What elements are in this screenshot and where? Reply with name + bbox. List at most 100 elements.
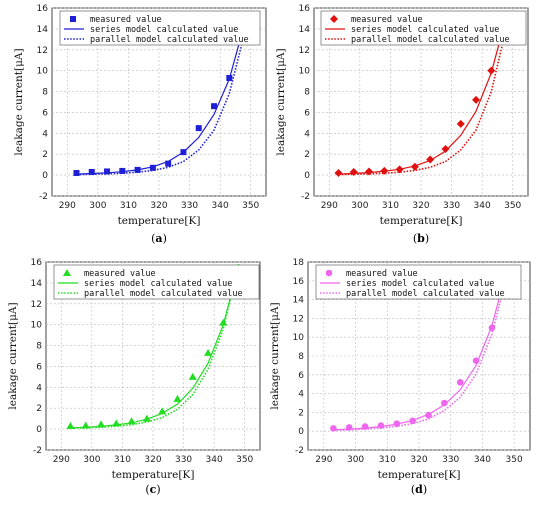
x-tick-label: 310: [379, 455, 396, 465]
legend-label: series model calculated value: [90, 25, 238, 35]
series-model-line: [76, 23, 246, 175]
x-tick-label: 300: [347, 455, 364, 465]
chart-panel-a: 290 300 310 320 330 340 350 -2 0 2 4 6 8 10 12 14 16 temp…: [13, 4, 267, 245]
x-tick-label: 350: [504, 201, 521, 211]
legend: [315, 264, 522, 300]
legend-label: measured value: [346, 269, 418, 279]
legend-label: parallel model calculated value: [84, 289, 243, 299]
y-tick-label: 14: [293, 296, 305, 306]
y-tick-label: 0: [36, 425, 42, 435]
y-tick-label: 8: [298, 352, 304, 362]
x-tick-label: 350: [506, 455, 523, 465]
y-tick-label: 4: [42, 129, 48, 139]
data-point: [104, 168, 111, 175]
y-tick-label: 10: [299, 67, 311, 77]
y-tick-label: 2: [304, 150, 310, 160]
y-tick-label: 0: [298, 427, 304, 437]
y-tick-label: 14: [299, 25, 311, 35]
y-tick-label: 6: [304, 108, 310, 118]
legend-label: parallel model calculated value: [346, 289, 505, 299]
data-point: [472, 95, 481, 104]
data-point: [330, 425, 337, 432]
x-tick-label: 340: [474, 201, 491, 211]
data-point: [456, 119, 465, 128]
y-tick-label: 18: [293, 258, 305, 268]
x-tick-label: 320: [412, 201, 429, 211]
x-tick-label: 290: [59, 201, 76, 211]
x-tick-label: 310: [382, 201, 399, 211]
parallel-model-line: [70, 263, 240, 430]
x-tick-label: 330: [175, 455, 192, 465]
data-point: [188, 372, 197, 380]
data-point: [211, 103, 218, 110]
y-tick-label: -2: [295, 446, 304, 456]
legend-label: measured value: [84, 269, 156, 279]
legend-label: parallel model calculated value: [90, 35, 249, 45]
legend-label: measured value: [90, 15, 162, 25]
parallel-model-line: [338, 26, 508, 176]
y-tick-label: -2: [301, 192, 310, 202]
y-axis-label: leakage current[μA]: [275, 48, 287, 155]
x-tick-label: 350: [242, 201, 259, 211]
y-tick-label: 16: [31, 258, 43, 268]
x-axis-label: temperature[K]: [112, 469, 195, 481]
y-tick-label: 6: [36, 362, 42, 372]
y-tick-label: 16: [293, 277, 305, 287]
y-tick-label: 6: [42, 108, 48, 118]
x-tick-label: 330: [442, 455, 459, 465]
chart-panel-d: 290 300 310 320 330 340 350 -2 0 2 4 6 8 10 12 14 16 18 te…: [269, 258, 531, 496]
panel-caption: (b): [413, 232, 429, 245]
y-tick-label: 12: [31, 300, 42, 310]
x-tick-label: 290: [315, 455, 332, 465]
y-tick-label: 8: [42, 88, 48, 98]
legend-label: series model calculated value: [346, 279, 494, 289]
panel-caption: (d): [411, 483, 427, 496]
series-model-line: [338, 15, 508, 175]
legend: [53, 264, 260, 300]
legend: [320, 10, 527, 46]
y-axis-label: leakage current[μA]: [13, 48, 25, 155]
y-axis-label: leakage current[μA]: [7, 302, 19, 409]
x-axis-label: temperature[K]: [118, 215, 201, 227]
x-tick-label: 300: [89, 201, 106, 211]
x-tick-label: 310: [120, 201, 137, 211]
y-tick-label: 4: [298, 390, 304, 400]
x-tick-label: 290: [53, 455, 70, 465]
y-tick-label: 14: [31, 279, 43, 289]
x-tick-label: 320: [144, 455, 161, 465]
data-point: [441, 399, 448, 407]
data-point: [456, 379, 464, 386]
x-axis-label: temperature[K]: [380, 215, 463, 227]
series-model-line: [70, 266, 240, 429]
x-tick-label: 320: [150, 201, 167, 211]
data-point: [441, 145, 450, 153]
x-tick-label: 300: [351, 201, 368, 211]
x-tick-label: 300: [83, 455, 100, 465]
data-point: [204, 348, 213, 356]
x-tick-label: 310: [114, 455, 131, 465]
y-tick-label: -2: [33, 446, 42, 456]
x-tick-label: 330: [181, 201, 198, 211]
x-tick-label: 330: [443, 201, 460, 211]
y-tick-label: 12: [299, 46, 310, 56]
x-tick-label: 320: [410, 455, 427, 465]
y-axis-label: leakage current[μA]: [269, 302, 281, 409]
data-point: [149, 164, 156, 171]
data-point: [73, 170, 80, 177]
y-tick-label: 0: [42, 171, 48, 181]
y-tick-label: 8: [36, 342, 42, 352]
x-tick-label: 340: [474, 455, 491, 465]
legend-label: parallel model calculated value: [351, 35, 510, 45]
y-tick-label: 16: [299, 4, 311, 14]
data-point: [173, 394, 182, 402]
y-tick-label: 14: [37, 25, 49, 35]
y-tick-label: 12: [293, 314, 304, 324]
legend-marker: [63, 269, 71, 276]
data-point: [334, 169, 343, 178]
y-tick-label: 2: [42, 150, 48, 160]
data-point: [165, 160, 172, 167]
data-point: [88, 168, 95, 175]
y-tick-label: 2: [36, 404, 42, 414]
legend-marker: [70, 16, 76, 22]
y-tick-label: 16: [37, 4, 49, 14]
